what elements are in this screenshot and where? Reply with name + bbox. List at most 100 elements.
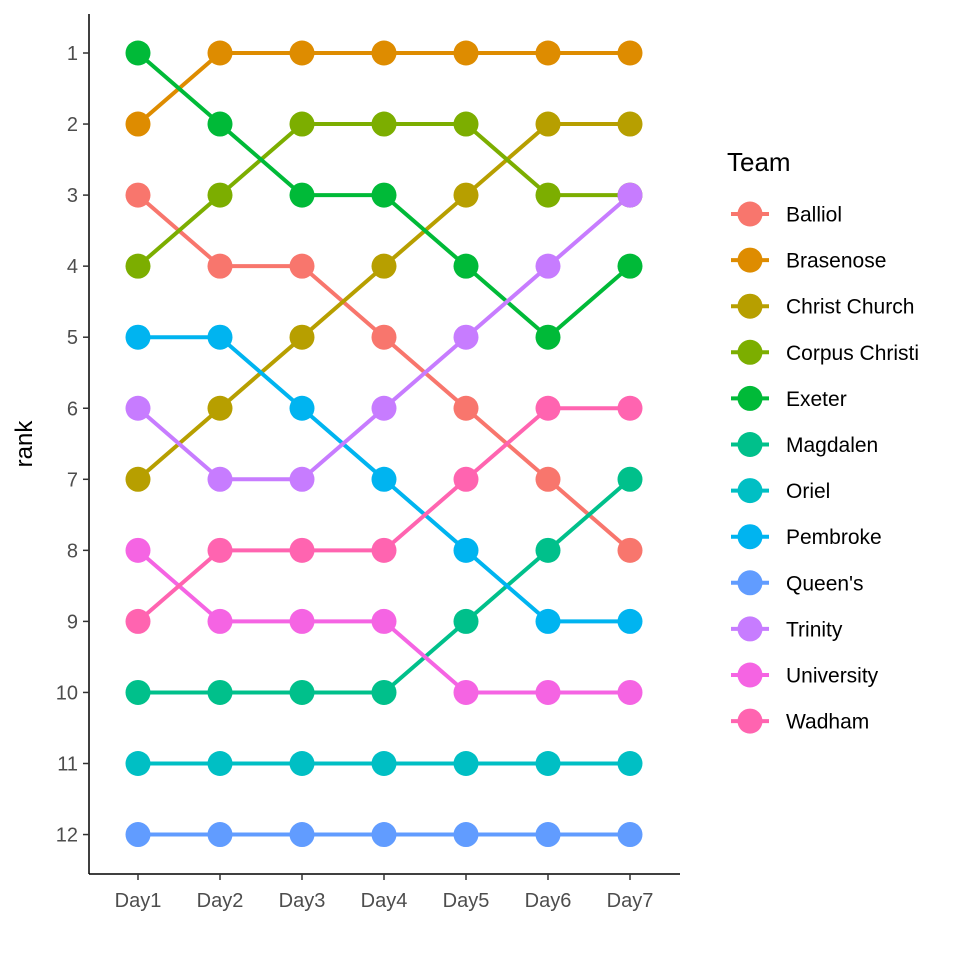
legend: Team Balliol Brasenose Christ Church Corpus… xyxy=(727,147,919,734)
point-brasenose-day4 xyxy=(371,40,397,66)
legend-item-university: University xyxy=(731,662,879,688)
legend-item-wadham: Wadham xyxy=(731,708,869,734)
legend-key-point xyxy=(737,570,763,596)
point-oriel-day7 xyxy=(617,751,643,776)
point-pembroke-day6 xyxy=(535,608,561,634)
point-pembroke-day7 xyxy=(617,608,643,634)
legend-key-point xyxy=(737,616,763,642)
legend-items: Balliol Brasenose Christ Church Corpus Chri… xyxy=(731,201,919,734)
point-trinity-day2 xyxy=(207,466,233,492)
point-university-day1 xyxy=(125,537,151,563)
point-university-day5 xyxy=(453,679,479,705)
point-queen-s-day2 xyxy=(207,822,233,848)
legend-key-point xyxy=(737,293,763,319)
point-christ-church-day1 xyxy=(125,466,151,492)
y-tick-label: 11 xyxy=(57,754,78,776)
legend-label: University xyxy=(786,665,879,688)
point-trinity-day7 xyxy=(617,182,643,208)
x-tick-label: Day2 xyxy=(197,890,244,912)
x-tick-label: Day1 xyxy=(115,890,162,912)
x-tick-label: Day7 xyxy=(607,890,654,912)
y-tick-label: 10 xyxy=(56,682,78,704)
legend-key-point xyxy=(737,385,763,411)
legend-key-point xyxy=(737,524,763,550)
point-exeter-day3 xyxy=(289,182,315,208)
point-trinity-day5 xyxy=(453,324,479,350)
point-magdalen-day4 xyxy=(371,679,397,705)
point-exeter-day1 xyxy=(125,40,151,66)
legend-label: Magdalen xyxy=(786,434,878,457)
legend-key-point xyxy=(737,201,763,227)
point-university-day7 xyxy=(617,679,643,705)
y-tick-label: 4 xyxy=(67,256,78,278)
series-points xyxy=(125,40,643,848)
y-tick-label: 12 xyxy=(56,825,78,847)
point-queen-s-day7 xyxy=(617,822,643,848)
point-wadham-day1 xyxy=(125,608,151,634)
point-brasenose-day5 xyxy=(453,40,479,66)
point-brasenose-day2 xyxy=(207,40,233,66)
point-balliol-day7 xyxy=(617,537,643,563)
point-magdalen-day3 xyxy=(289,679,315,705)
series-line-wadham xyxy=(136,406,630,623)
point-corpus-christi-day4 xyxy=(371,111,397,137)
x-tick-label: Day3 xyxy=(279,890,326,912)
y-tick-label: 7 xyxy=(67,469,78,491)
point-corpus-christi-day6 xyxy=(535,182,561,208)
legend-item-exeter: Exeter xyxy=(731,385,847,411)
point-pembroke-day3 xyxy=(289,395,315,421)
point-university-day4 xyxy=(371,608,397,634)
legend-label: Corpus Christi xyxy=(786,342,919,365)
point-wadham-day6 xyxy=(535,395,561,421)
point-queen-s-day6 xyxy=(535,822,561,848)
point-pembroke-day4 xyxy=(371,466,397,492)
legend-label: Queen's xyxy=(786,572,864,595)
legend-label: Wadham xyxy=(786,711,869,734)
legend-item-oriel: Oriel xyxy=(731,478,830,504)
legend-label: Trinity xyxy=(786,618,843,641)
point-christ-church-day7 xyxy=(617,111,643,137)
plot-area xyxy=(125,40,643,848)
point-christ-church-day2 xyxy=(207,395,233,421)
point-pembroke-day2 xyxy=(207,324,233,350)
point-exeter-day5 xyxy=(453,253,479,279)
series-line-magdalen xyxy=(138,477,632,695)
legend-label: Christ Church xyxy=(786,296,914,319)
legend-item-pembroke: Pembroke xyxy=(731,524,882,550)
point-corpus-christi-day2 xyxy=(207,182,233,208)
y-tick-label: 9 xyxy=(67,611,78,633)
legend-key-point xyxy=(737,478,763,504)
point-oriel-day2 xyxy=(207,751,233,776)
point-oriel-day5 xyxy=(453,751,479,776)
legend-item-corpus-christi: Corpus Christi xyxy=(731,339,919,365)
legend-label: Balliol xyxy=(786,204,842,227)
legend-key-point xyxy=(737,247,763,273)
point-magdalen-day6 xyxy=(535,537,561,563)
point-balliol-day4 xyxy=(371,324,397,350)
point-university-day3 xyxy=(289,608,315,634)
point-brasenose-day7 xyxy=(617,40,643,66)
point-trinity-day1 xyxy=(125,395,151,421)
legend-label: Brasenose xyxy=(786,250,886,273)
point-pembroke-day1 xyxy=(125,324,151,350)
legend-item-queen-s: Queen's xyxy=(731,570,864,596)
legend-key-point xyxy=(737,662,763,688)
legend-label: Exeter xyxy=(786,388,847,411)
point-balliol-day5 xyxy=(453,395,479,421)
point-queen-s-day5 xyxy=(453,822,479,848)
legend-item-trinity: Trinity xyxy=(731,616,843,642)
legend-item-balliol: Balliol xyxy=(731,201,842,227)
point-pembroke-day5 xyxy=(453,537,479,563)
x-ticks: Day1 Day2 Day3 Day4 Day5 Day6 Day7 xyxy=(115,874,654,912)
point-university-day6 xyxy=(535,679,561,705)
y-tick-label: 3 xyxy=(67,185,78,207)
series-line-balliol xyxy=(136,193,632,552)
legend-label: Oriel xyxy=(786,480,830,503)
legend-key-point xyxy=(737,432,763,457)
y-axis-title: rank xyxy=(11,420,38,468)
y-tick-label: 8 xyxy=(67,540,78,562)
point-balliol-day1 xyxy=(125,182,151,208)
point-oriel-day4 xyxy=(371,751,397,776)
